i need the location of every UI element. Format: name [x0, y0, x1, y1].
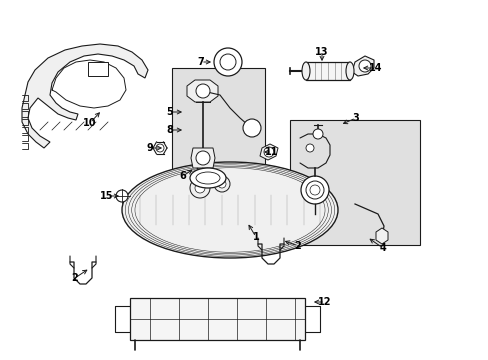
Text: 7: 7 [197, 57, 204, 67]
Text: 14: 14 [368, 63, 382, 73]
Ellipse shape [116, 190, 128, 202]
Text: 8: 8 [166, 125, 173, 135]
Ellipse shape [214, 176, 229, 192]
Ellipse shape [122, 162, 337, 258]
Text: 4: 4 [379, 243, 386, 253]
Text: 2: 2 [71, 273, 78, 283]
Text: 13: 13 [315, 47, 328, 57]
Polygon shape [130, 298, 305, 340]
Text: 1: 1 [252, 232, 259, 242]
Ellipse shape [305, 181, 324, 199]
Polygon shape [375, 228, 387, 244]
Polygon shape [260, 144, 278, 160]
Bar [305, 62, 349, 80]
Ellipse shape [196, 84, 209, 98]
Ellipse shape [156, 144, 163, 152]
Bar [172, 68, 264, 176]
Text: 3: 3 [352, 113, 359, 123]
Ellipse shape [214, 48, 242, 76]
Text: 15: 15 [100, 191, 114, 201]
Polygon shape [351, 56, 373, 76]
Ellipse shape [302, 62, 309, 80]
Ellipse shape [312, 129, 323, 139]
Text: 10: 10 [83, 118, 97, 128]
Ellipse shape [243, 119, 261, 137]
Bar [88, 62, 108, 76]
Ellipse shape [309, 185, 319, 195]
Ellipse shape [346, 62, 353, 80]
Ellipse shape [190, 178, 209, 198]
Ellipse shape [220, 54, 236, 70]
Polygon shape [191, 148, 215, 168]
Text: 5: 5 [166, 107, 173, 117]
Bar [289, 120, 419, 245]
Text: 11: 11 [264, 147, 278, 157]
Bar [193, 174, 213, 179]
Ellipse shape [190, 168, 225, 188]
Ellipse shape [301, 176, 328, 204]
Ellipse shape [305, 144, 313, 152]
Text: 6: 6 [179, 171, 186, 181]
Ellipse shape [195, 183, 204, 193]
Ellipse shape [196, 172, 220, 184]
Text: 12: 12 [318, 297, 331, 307]
Polygon shape [22, 44, 148, 148]
Text: 2: 2 [294, 241, 301, 251]
Polygon shape [186, 80, 218, 102]
Ellipse shape [218, 180, 225, 188]
Ellipse shape [358, 60, 370, 72]
Ellipse shape [264, 147, 273, 157]
Text: 9: 9 [146, 143, 153, 153]
Ellipse shape [196, 151, 209, 165]
